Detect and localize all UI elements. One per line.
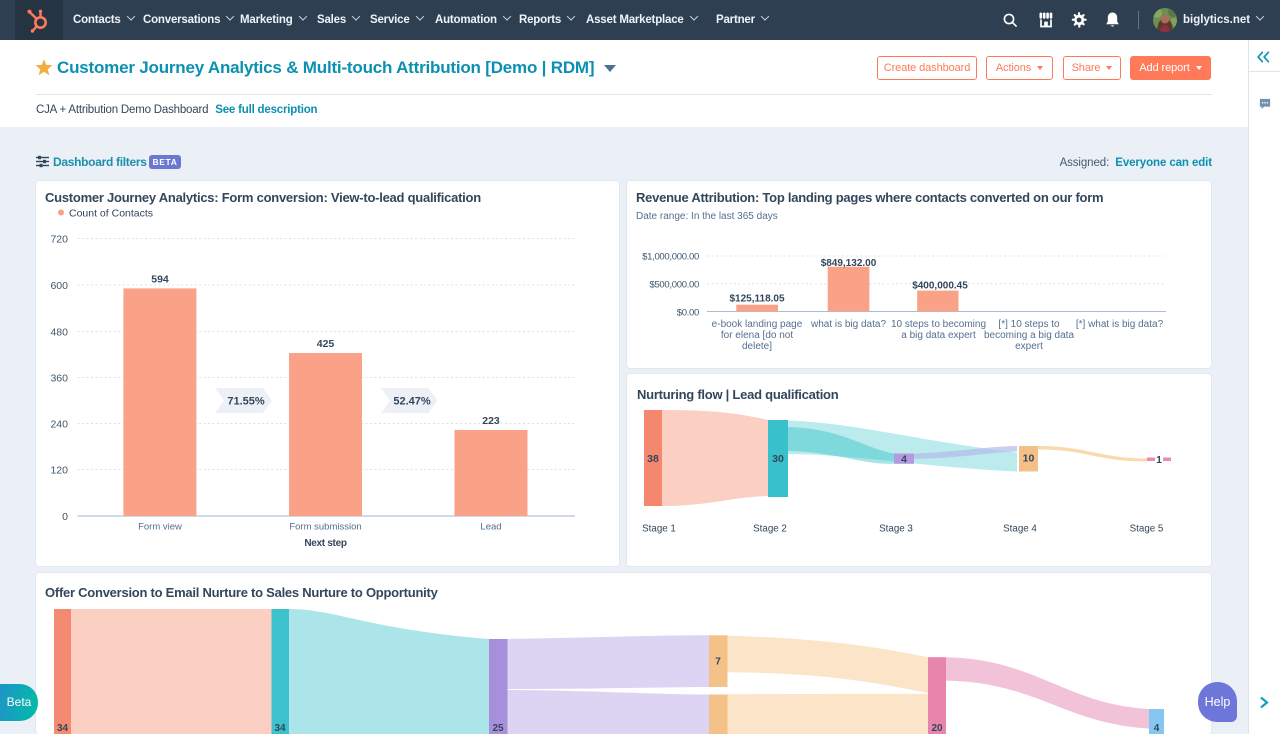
svg-text:10: 10 bbox=[1023, 453, 1035, 465]
svg-text:600: 600 bbox=[50, 280, 68, 292]
svg-text:30: 30 bbox=[772, 453, 784, 465]
svg-text:Form submission: Form submission bbox=[289, 522, 361, 533]
svg-text:Stage 1: Stage 1 bbox=[642, 523, 676, 534]
svg-text:delete]: delete] bbox=[742, 341, 772, 352]
svg-text:480: 480 bbox=[50, 327, 68, 339]
svg-text:Count of Contacts: Count of Contacts bbox=[69, 208, 153, 220]
svg-text:223: 223 bbox=[482, 415, 500, 427]
svg-text:Stage 2: Stage 2 bbox=[753, 523, 787, 534]
svg-text:$0.00: $0.00 bbox=[677, 308, 699, 319]
svg-text:0: 0 bbox=[62, 511, 68, 523]
svg-text:$1,000,000.00: $1,000,000.00 bbox=[642, 252, 699, 263]
svg-text:1: 1 bbox=[1156, 454, 1162, 466]
svg-text:38: 38 bbox=[647, 453, 659, 465]
svg-text:e-book landing page: e-book landing page bbox=[712, 319, 803, 330]
svg-text:Form view: Form view bbox=[138, 522, 182, 533]
svg-text:25: 25 bbox=[492, 723, 504, 734]
svg-text:$125,118.05: $125,118.05 bbox=[729, 294, 784, 305]
svg-text:$849,132.00: $849,132.00 bbox=[821, 258, 877, 269]
svg-text:7: 7 bbox=[715, 657, 721, 668]
svg-text:71.55%: 71.55% bbox=[227, 396, 265, 408]
svg-text:$500,000.00: $500,000.00 bbox=[649, 280, 699, 291]
svg-text:becoming a big data: becoming a big data bbox=[984, 330, 1075, 341]
svg-text:Date range: In the last 365 da: Date range: In the last 365 days bbox=[636, 211, 778, 222]
svg-text:594: 594 bbox=[151, 274, 169, 286]
svg-text:10 steps to becoming: 10 steps to becoming bbox=[891, 319, 986, 330]
svg-text:425: 425 bbox=[317, 338, 335, 350]
svg-text:expert: expert bbox=[1015, 341, 1043, 352]
svg-text:Stage 5: Stage 5 bbox=[1130, 523, 1164, 534]
svg-text:$400,000.45: $400,000.45 bbox=[912, 281, 968, 292]
svg-text:34: 34 bbox=[57, 723, 69, 734]
svg-text:Stage 3: Stage 3 bbox=[879, 523, 913, 534]
svg-text:34: 34 bbox=[274, 723, 286, 734]
svg-text:52.47%: 52.47% bbox=[393, 396, 431, 408]
svg-text:4: 4 bbox=[1154, 723, 1160, 734]
svg-text:360: 360 bbox=[50, 373, 68, 385]
svg-text:[*] what is big data?: [*] what is big data? bbox=[1076, 319, 1164, 330]
svg-text:[*] 10 steps to: [*] 10 steps to bbox=[998, 319, 1060, 330]
svg-text:Next step: Next step bbox=[304, 538, 347, 549]
svg-text:120: 120 bbox=[50, 465, 68, 477]
svg-text:a big data expert: a big data expert bbox=[901, 330, 976, 341]
svg-text:Stage 4: Stage 4 bbox=[1003, 523, 1037, 534]
svg-text:Lead: Lead bbox=[480, 522, 501, 533]
svg-text:240: 240 bbox=[50, 419, 68, 431]
svg-text:4: 4 bbox=[901, 453, 907, 465]
svg-text:for elena [do not: for elena [do not bbox=[721, 330, 793, 341]
svg-text:20: 20 bbox=[931, 723, 943, 734]
svg-text:what is big data?: what is big data? bbox=[810, 319, 886, 330]
svg-text:720: 720 bbox=[50, 234, 68, 246]
